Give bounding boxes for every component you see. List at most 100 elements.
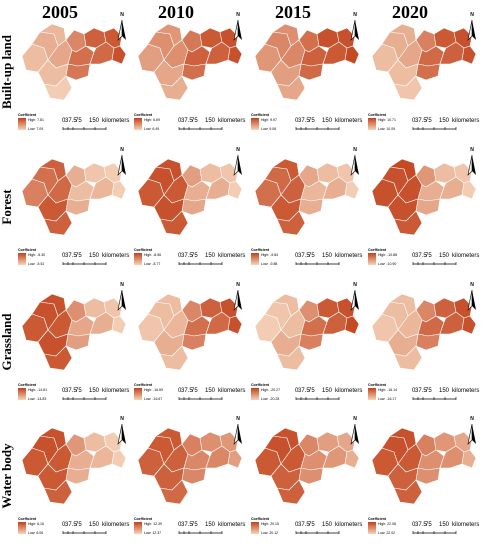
map-district [298,63,324,81]
map-district [298,333,324,351]
north-label: N [236,416,240,422]
scale-label: 75 [191,522,198,528]
scale-label: 150 [439,388,450,394]
legend-gradient [368,388,376,400]
map-district [344,180,360,200]
map-district [181,333,207,351]
scale-label: 37.5 [415,522,427,528]
choropleth-map [21,293,127,371]
north-arrow-icon [467,20,476,41]
legend-low: Low: -20.28 [261,397,280,401]
north-label: N [353,416,357,422]
scale-label: kilometers [218,522,246,528]
coefficient-legend: Coefficient High: 10.71 Low: 10.09 [368,113,408,147]
scale-label: 75 [191,253,198,259]
map-district [111,45,127,65]
scale-labels: 0 37.5 75 150 kilometers [178,118,248,126]
map-district [298,467,324,485]
scale-label: kilometers [335,388,363,394]
map-district [43,210,73,236]
map-panel: N Coefficient High: 7.81 Low: 7.09 0 37.5 75 15… [14,12,132,146]
coefficient-legend: Coefficient High: -16.14 Low: -16.17 [368,383,408,417]
map-panel: N Coefficient High: -20.27 Low: -20.28 0 37.5… [247,282,365,416]
scale-labels: 0 37.5 75 150 kilometers [295,388,365,396]
legend-gradient [368,522,376,534]
scale-labels: 0 37.5 75 150 kilometers [412,388,481,396]
scale-label: 37.5 [181,118,193,124]
legend-high: High: -20.27 [261,388,281,392]
scale-label: 0 [295,253,299,259]
map-panel: N Coefficient High: 6.69 Low: 6.49 0 37.5 75 15… [130,12,248,146]
legend-title: Coefficient [368,113,387,117]
scale-label: 75 [75,388,82,394]
row-label: Water body [0,443,14,509]
year-header-2020: 2020 [392,2,428,22]
scale-labels: 0 37.5 75 150 kilometers [412,522,481,530]
map-district [181,198,207,216]
coefficient-legend: Coefficient High: -16.69 Low: -16.67 [134,383,174,417]
scale-label: kilometers [102,388,130,394]
scale-label: 150 [89,388,100,394]
north-label: N [120,416,124,422]
north-arrow-icon [467,424,476,445]
choropleth-map [371,158,477,236]
map-district [159,75,189,101]
scale-bar [412,531,457,534]
scale-label: 150 [322,118,333,124]
scale-label: 75 [425,522,432,528]
map-district [461,315,477,335]
legend-title: Coefficient [18,383,37,387]
map-district [227,449,243,469]
map-district [111,315,127,335]
map-district [111,180,127,200]
scale-label: 75 [75,253,82,259]
scale-labels: 0 37.5 75 150 kilometers [295,253,365,261]
map-district [65,63,91,81]
legend-low: Low: 22.02 [378,531,396,535]
map-panel: N Coefficient High: -14.81 Low: -14.83 0 37.5… [14,282,132,416]
scale-label: 37.5 [415,388,427,394]
map-district [298,198,324,216]
scale-label: kilometers [218,388,246,394]
north-arrow-icon [117,424,126,445]
map-district [65,198,91,216]
legend-low: Low: 10.09 [378,127,396,131]
scale-label: 150 [205,522,216,528]
legend-gradient [18,388,26,400]
legend-gradient [251,253,259,265]
scale-bar [178,531,223,534]
choropleth-map [254,158,360,236]
legend-gradient [134,118,142,130]
map-panel: N Coefficient High: 6.16 Low: 6.06 0 37.5 75 15… [14,416,132,550]
coefficient-legend: Coefficient High: 22.08 Low: 22.02 [368,517,408,551]
coefficient-legend: Coefficient High: -8.56 Low: -8.77 [134,248,174,282]
legend-high: High: -8.56 [144,253,162,257]
legend-low: Low: -16.17 [378,397,397,401]
legend-high: High: 9.97 [261,118,277,122]
scale-bar [412,262,457,265]
legend-high: High: -10.88 [378,253,398,257]
scale-label: kilometers [335,253,363,259]
legend-gradient [18,118,26,130]
coefficient-legend: Coefficient High: -9.84 Low: -9.88 [251,248,291,282]
legend-high: High: 6.69 [144,118,160,122]
scale-label: kilometers [452,388,480,394]
map-district [159,479,189,505]
north-arrow-icon [233,424,242,445]
scale-label: 150 [439,118,450,124]
north-label: N [236,147,240,153]
scale-label: 0 [178,118,182,124]
scale-label: 150 [89,522,100,528]
scale-label: 75 [308,118,315,124]
scale-bar [62,531,107,534]
north-arrow-icon [350,20,359,41]
map-district [43,75,73,101]
legend-title: Coefficient [134,113,153,117]
north-arrow-icon [117,155,126,176]
legend-title: Coefficient [251,383,270,387]
scale-label: 150 [322,253,333,259]
map-district [65,333,91,351]
year-header-2015: 2015 [275,2,311,22]
year-header-2005: 2005 [42,2,78,22]
scale-label: 75 [425,388,432,394]
